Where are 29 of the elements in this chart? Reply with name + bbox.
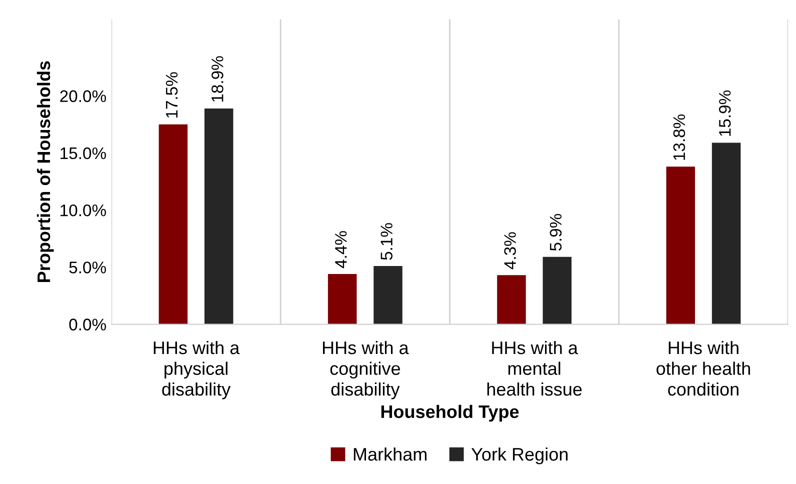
text: 4.4% — [335, 231, 347, 268]
y-tick-label: 20.0% — [60, 90, 106, 102]
text: 18.9% — [212, 56, 224, 102]
y-tick-label: 10.0% — [60, 204, 106, 216]
bar — [712, 142, 741, 324]
text: 13.8% — [673, 114, 686, 160]
text: 5.1% — [380, 223, 392, 260]
bar — [158, 124, 188, 324]
y-tick-label: 0.0% — [69, 318, 106, 330]
text: 15.9% — [718, 90, 731, 136]
bar — [374, 266, 402, 324]
bar — [542, 256, 572, 324]
text: 5.9% — [550, 214, 562, 251]
text: 17.5% — [166, 72, 178, 118]
x-tick-label: HHs with a physical disability — [154, 340, 240, 400]
legend-label: Markham — [354, 447, 426, 461]
bar — [328, 274, 357, 324]
x-tick-label: HHs with a mental health issue — [487, 340, 582, 396]
bar — [204, 108, 234, 324]
y-tick-label: 15.0% — [60, 147, 106, 160]
bar — [666, 166, 696, 324]
y-tick-label: 5.0% — [69, 262, 106, 274]
legend-label: York Region — [471, 447, 568, 464]
text: 4.3% — [504, 232, 516, 270]
bar — [497, 275, 526, 324]
y-axis-title: Proportion of Households — [36, 61, 54, 282]
x-tick-label: HHs with other health condition — [656, 340, 750, 396]
x-tick-label: HHs with a cognitive disability — [323, 340, 409, 400]
x-axis-title: Household Type — [381, 404, 519, 422]
